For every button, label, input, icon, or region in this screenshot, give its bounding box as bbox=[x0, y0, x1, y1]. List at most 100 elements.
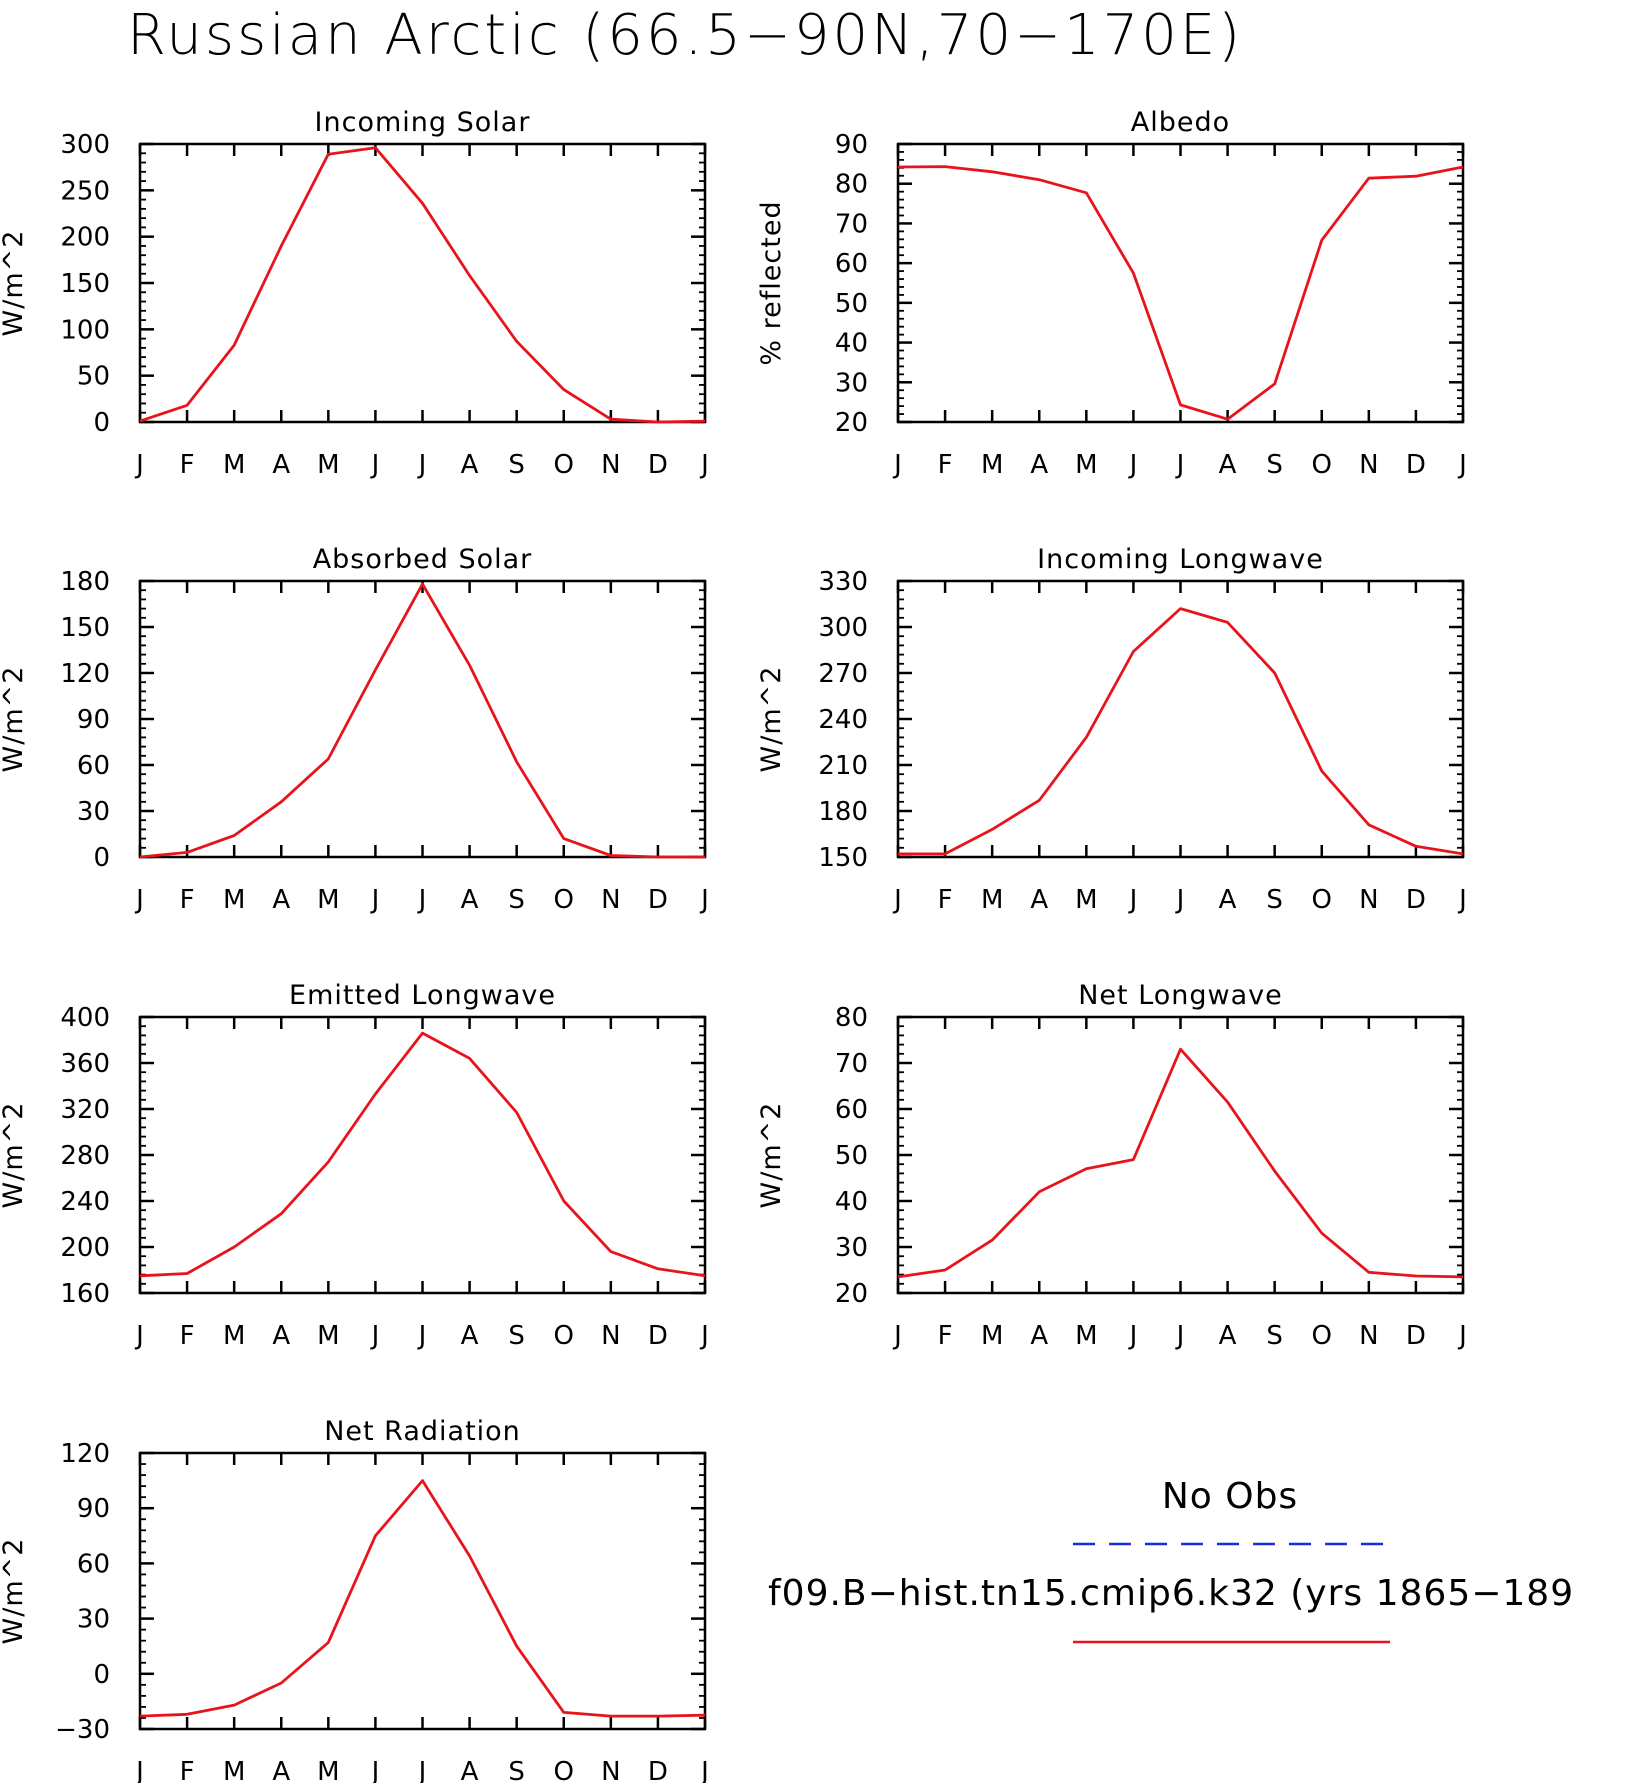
y-tick-label: 0 bbox=[93, 1660, 110, 1690]
y-tick-label: 300 bbox=[60, 130, 110, 160]
x-tick-label: N bbox=[601, 1757, 620, 1783]
x-tick-label: J bbox=[370, 1757, 380, 1783]
x-tick-label: J bbox=[417, 1321, 427, 1351]
x-tick-label: J bbox=[1175, 1321, 1185, 1351]
x-tick-label: J bbox=[1457, 885, 1467, 915]
x-tick-label: S bbox=[508, 1321, 525, 1351]
x-tick-label: J bbox=[417, 1757, 427, 1783]
x-tick-label: M bbox=[1075, 450, 1097, 480]
y-tick-label: 240 bbox=[60, 1187, 110, 1217]
x-tick-label: J bbox=[892, 450, 902, 480]
y-tick-label: 30 bbox=[835, 368, 868, 398]
x-tick-label: A bbox=[272, 1757, 290, 1783]
series-line bbox=[898, 607, 1464, 856]
y-tick-label: 270 bbox=[818, 659, 868, 689]
x-tick-label: F bbox=[180, 1321, 195, 1351]
x-tick-label: D bbox=[648, 885, 668, 915]
x-tick-label: J bbox=[1457, 1321, 1467, 1351]
x-tick-label: A bbox=[1030, 450, 1048, 480]
x-tick-label: J bbox=[699, 450, 709, 480]
legend-model-label: f09.B−hist.tn15.cmip6.k32 (yrs 1865−189 bbox=[768, 1573, 1574, 1614]
x-tick-label: A bbox=[1219, 885, 1237, 915]
y-tick-label: 30 bbox=[77, 1605, 110, 1635]
y-tick-label: 320 bbox=[60, 1095, 110, 1125]
plot-frame bbox=[138, 579, 707, 859]
x-tick-label: S bbox=[1266, 450, 1283, 480]
y-tick-label: 70 bbox=[835, 209, 868, 239]
x-tick-label: M bbox=[1075, 1321, 1097, 1351]
x-tick-label: A bbox=[461, 450, 479, 480]
x-tick-label: N bbox=[1359, 885, 1378, 915]
chart-panel: Net Radiation J F M A M J J A S O N D J −30 0 30 60 90 120 W… bbox=[0, 1416, 709, 1783]
y-tick-label: 180 bbox=[60, 567, 110, 597]
x-tick-label: M bbox=[317, 885, 339, 915]
x-tick-label: J bbox=[1175, 450, 1185, 480]
x-tick-label: J bbox=[134, 1321, 144, 1351]
x-tick-label: A bbox=[272, 1321, 290, 1351]
y-tick-label: 180 bbox=[818, 797, 868, 827]
series-line bbox=[139, 1479, 706, 1718]
x-tick-label: J bbox=[892, 1321, 902, 1351]
x-tick-label: O bbox=[1312, 1321, 1332, 1351]
panel-title: Albedo bbox=[1131, 107, 1230, 138]
y-tick-label: 240 bbox=[818, 705, 868, 735]
y-axis-label: W/m^2 bbox=[0, 1102, 29, 1209]
x-tick-label: S bbox=[1266, 885, 1283, 915]
y-tick-label: 70 bbox=[835, 1049, 868, 1079]
x-tick-label: J bbox=[1128, 1321, 1138, 1351]
x-tick-label: M bbox=[223, 1757, 245, 1783]
x-tick-label: F bbox=[180, 450, 195, 480]
y-tick-label: 20 bbox=[835, 408, 868, 438]
x-tick-label: M bbox=[317, 450, 339, 480]
x-tick-label: N bbox=[1359, 450, 1378, 480]
plot-frame bbox=[896, 1015, 1465, 1295]
y-tick-label: −30 bbox=[55, 1715, 110, 1745]
x-tick-label: J bbox=[417, 885, 427, 915]
x-tick-label: J bbox=[699, 1321, 709, 1351]
x-tick-label: O bbox=[554, 885, 574, 915]
x-tick-label: F bbox=[180, 1757, 195, 1783]
series-line bbox=[897, 165, 1464, 421]
x-tick-label: F bbox=[938, 450, 953, 480]
y-tick-label: 60 bbox=[835, 249, 868, 279]
x-tick-label: M bbox=[1075, 885, 1097, 915]
x-tick-label: M bbox=[317, 1757, 339, 1783]
x-tick-label: A bbox=[461, 1757, 479, 1783]
x-tick-label: M bbox=[223, 885, 245, 915]
series-line bbox=[139, 1031, 706, 1278]
y-tick-label: 60 bbox=[835, 1095, 868, 1125]
x-tick-label: A bbox=[461, 1321, 479, 1351]
x-tick-label: O bbox=[554, 1757, 574, 1783]
x-tick-label: J bbox=[417, 450, 427, 480]
x-tick-label: F bbox=[938, 885, 953, 915]
x-tick-label: O bbox=[554, 1321, 574, 1351]
y-tick-label: 120 bbox=[60, 1439, 110, 1469]
x-tick-label: D bbox=[1406, 450, 1426, 480]
y-tick-label: 360 bbox=[60, 1049, 110, 1079]
y-axis-label: W/m^2 bbox=[0, 230, 29, 337]
x-tick-label: D bbox=[648, 450, 668, 480]
y-axis-label: W/m^2 bbox=[0, 1538, 29, 1645]
x-tick-label: F bbox=[180, 885, 195, 915]
y-tick-label: 250 bbox=[60, 176, 110, 206]
y-tick-label: 0 bbox=[93, 843, 110, 873]
y-tick-label: 200 bbox=[60, 223, 110, 253]
x-tick-label: S bbox=[1266, 1321, 1283, 1351]
y-tick-label: 60 bbox=[77, 1549, 110, 1579]
y-tick-label: 300 bbox=[818, 613, 868, 643]
x-tick-label: N bbox=[1359, 1321, 1378, 1351]
panel-title: Incoming Solar bbox=[315, 107, 531, 138]
y-axis-label: W/m^2 bbox=[756, 1102, 787, 1209]
x-tick-label: A bbox=[1030, 1321, 1048, 1351]
x-tick-label: O bbox=[1312, 885, 1332, 915]
y-tick-label: 210 bbox=[818, 751, 868, 781]
x-tick-label: M bbox=[223, 450, 245, 480]
y-tick-label: 150 bbox=[60, 613, 110, 643]
y-tick-label: 150 bbox=[818, 843, 868, 873]
y-tick-label: 50 bbox=[835, 1141, 868, 1171]
